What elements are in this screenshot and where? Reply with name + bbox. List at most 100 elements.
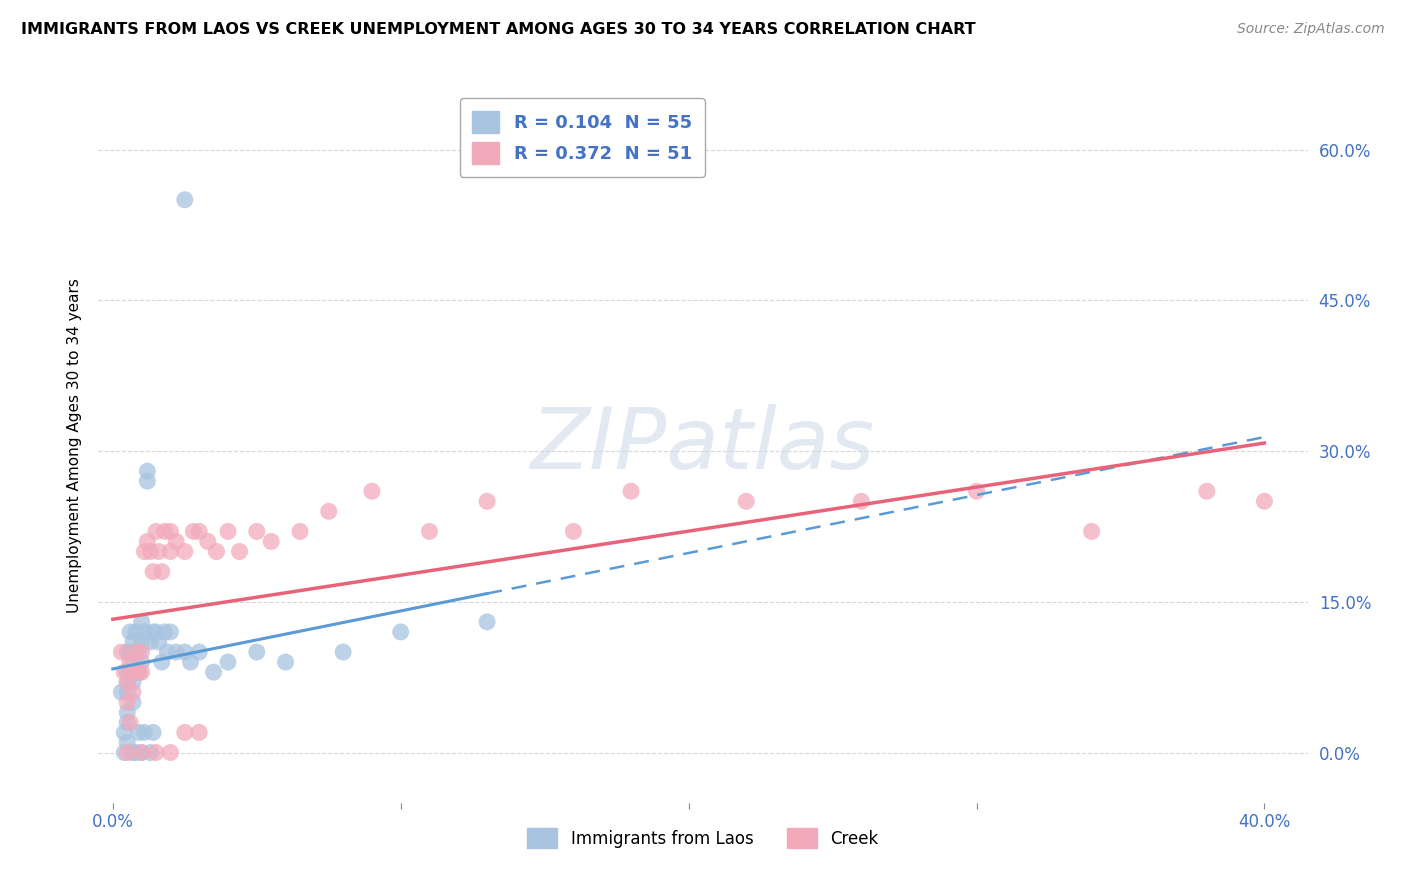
Point <box>188 645 211 659</box>
Point <box>145 524 167 539</box>
Point <box>115 695 138 709</box>
Point <box>159 624 181 639</box>
Point <box>142 624 165 639</box>
Point <box>122 635 145 649</box>
Point <box>142 725 165 739</box>
Point <box>128 665 150 680</box>
Point <box>173 645 195 659</box>
Point <box>183 524 205 539</box>
Point <box>115 735 138 749</box>
Point <box>139 635 162 649</box>
Point <box>115 675 138 690</box>
Point <box>134 725 156 739</box>
Point <box>110 685 132 699</box>
Point <box>145 746 167 760</box>
Point <box>134 624 156 639</box>
Point <box>165 534 187 549</box>
Point <box>115 645 138 659</box>
Point <box>120 645 142 659</box>
Point <box>173 193 195 207</box>
Point <box>188 725 211 739</box>
Point <box>153 624 176 639</box>
Point <box>173 544 195 558</box>
Point <box>145 624 167 639</box>
Point <box>125 645 148 659</box>
Point <box>131 645 153 659</box>
Point <box>966 484 988 499</box>
Point <box>159 544 181 558</box>
Point <box>120 655 142 669</box>
Point <box>110 645 132 659</box>
Text: ZIPatlas: ZIPatlas <box>531 404 875 488</box>
Point <box>115 675 138 690</box>
Point <box>150 655 173 669</box>
Point <box>361 484 384 499</box>
Point <box>475 494 498 508</box>
Point <box>562 524 585 539</box>
Point <box>188 524 211 539</box>
Point <box>131 665 153 680</box>
Point <box>165 645 187 659</box>
Point <box>1080 524 1102 539</box>
Point <box>205 544 228 558</box>
Point <box>228 544 250 558</box>
Point <box>128 645 150 659</box>
Point <box>125 624 148 639</box>
Point <box>122 685 145 699</box>
Point <box>122 675 145 690</box>
Point <box>139 746 162 760</box>
Text: IMMIGRANTS FROM LAOS VS CREEK UNEMPLOYMENT AMONG AGES 30 TO 34 YEARS CORRELATION: IMMIGRANTS FROM LAOS VS CREEK UNEMPLOYME… <box>21 22 976 37</box>
Point <box>128 725 150 739</box>
Point <box>148 635 170 649</box>
Point <box>1253 494 1275 508</box>
Point <box>115 685 138 699</box>
Point <box>197 534 219 549</box>
Point <box>139 544 162 558</box>
Point <box>735 494 758 508</box>
Point <box>115 746 138 760</box>
Point <box>1195 484 1218 499</box>
Point <box>120 715 142 730</box>
Point <box>115 665 138 680</box>
Point <box>202 665 225 680</box>
Point <box>142 565 165 579</box>
Point <box>131 746 153 760</box>
Point <box>131 746 153 760</box>
Point <box>112 725 135 739</box>
Point <box>156 645 179 659</box>
Point <box>136 474 159 488</box>
Point <box>159 524 181 539</box>
Point <box>173 725 195 739</box>
Point <box>851 494 873 508</box>
Point <box>136 464 159 478</box>
Point <box>131 635 153 649</box>
Point <box>125 746 148 760</box>
Point <box>125 645 148 659</box>
Point <box>260 534 283 549</box>
Point <box>122 695 145 709</box>
Point <box>115 715 138 730</box>
Point <box>122 665 145 680</box>
Point <box>389 624 412 639</box>
Point <box>246 645 269 659</box>
Point <box>475 615 498 629</box>
Point <box>332 645 354 659</box>
Point <box>136 534 159 549</box>
Point <box>217 524 239 539</box>
Point <box>128 665 150 680</box>
Point <box>115 706 138 720</box>
Point <box>125 665 148 680</box>
Point <box>122 655 145 669</box>
Point <box>217 655 239 669</box>
Text: Source: ZipAtlas.com: Source: ZipAtlas.com <box>1237 22 1385 37</box>
Point <box>131 615 153 629</box>
Legend: Immigrants from Laos, Creek: Immigrants from Laos, Creek <box>520 822 886 855</box>
Point <box>122 746 145 760</box>
Point <box>418 524 440 539</box>
Point <box>112 746 135 760</box>
Point <box>153 524 176 539</box>
Point <box>112 665 135 680</box>
Point <box>134 544 156 558</box>
Point <box>159 746 181 760</box>
Point <box>180 655 202 669</box>
